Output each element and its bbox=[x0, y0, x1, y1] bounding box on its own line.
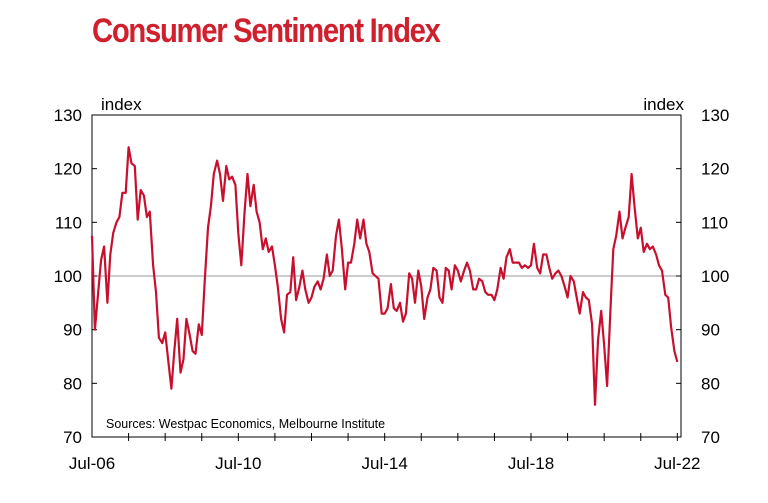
y-tick-label-left: 100 bbox=[54, 267, 82, 286]
y-tick-label-right: 120 bbox=[701, 160, 729, 179]
y-axis-right: 70 80 90 100 110 120 130 bbox=[676, 106, 729, 447]
y-tick-label-right: 130 bbox=[701, 106, 729, 125]
x-tick-label: Jul-10 bbox=[215, 454, 261, 473]
y-tick-label-left: 70 bbox=[63, 428, 82, 447]
x-tick-label: Jul-06 bbox=[69, 454, 115, 473]
chart-title: Consumer Sentiment Index bbox=[92, 12, 441, 50]
y-tick-label-right: 110 bbox=[701, 213, 728, 232]
series-line bbox=[90, 146, 679, 406]
y-tick-label-left: 130 bbox=[54, 106, 82, 125]
y-tick-label-left: 90 bbox=[63, 321, 82, 340]
y-tick-label-right: 70 bbox=[701, 428, 720, 447]
y-tick-label-right: 90 bbox=[701, 321, 720, 340]
source-annotation: Sources: Westpac Economics, Melbourne In… bbox=[106, 417, 385, 431]
y-tick-label-left: 80 bbox=[63, 374, 82, 393]
x-axis: Jul-06 Jul-10 Jul-14 Jul-18 Jul-22 bbox=[69, 433, 700, 473]
y-unit-label-right: index bbox=[643, 95, 684, 114]
y-unit-label-left: index bbox=[101, 95, 142, 114]
y-tick-label-right: 100 bbox=[701, 267, 729, 286]
x-tick-label: Jul-22 bbox=[654, 454, 700, 473]
y-axis-left: 70 80 90 100 110 120 130 bbox=[54, 106, 97, 447]
y-tick-label-left: 120 bbox=[54, 160, 82, 179]
x-tick-label: Jul-18 bbox=[508, 454, 554, 473]
y-tick-label-right: 80 bbox=[701, 374, 720, 393]
y-tick-label-left: 110 bbox=[55, 213, 82, 232]
x-tick-label: Jul-14 bbox=[362, 454, 408, 473]
